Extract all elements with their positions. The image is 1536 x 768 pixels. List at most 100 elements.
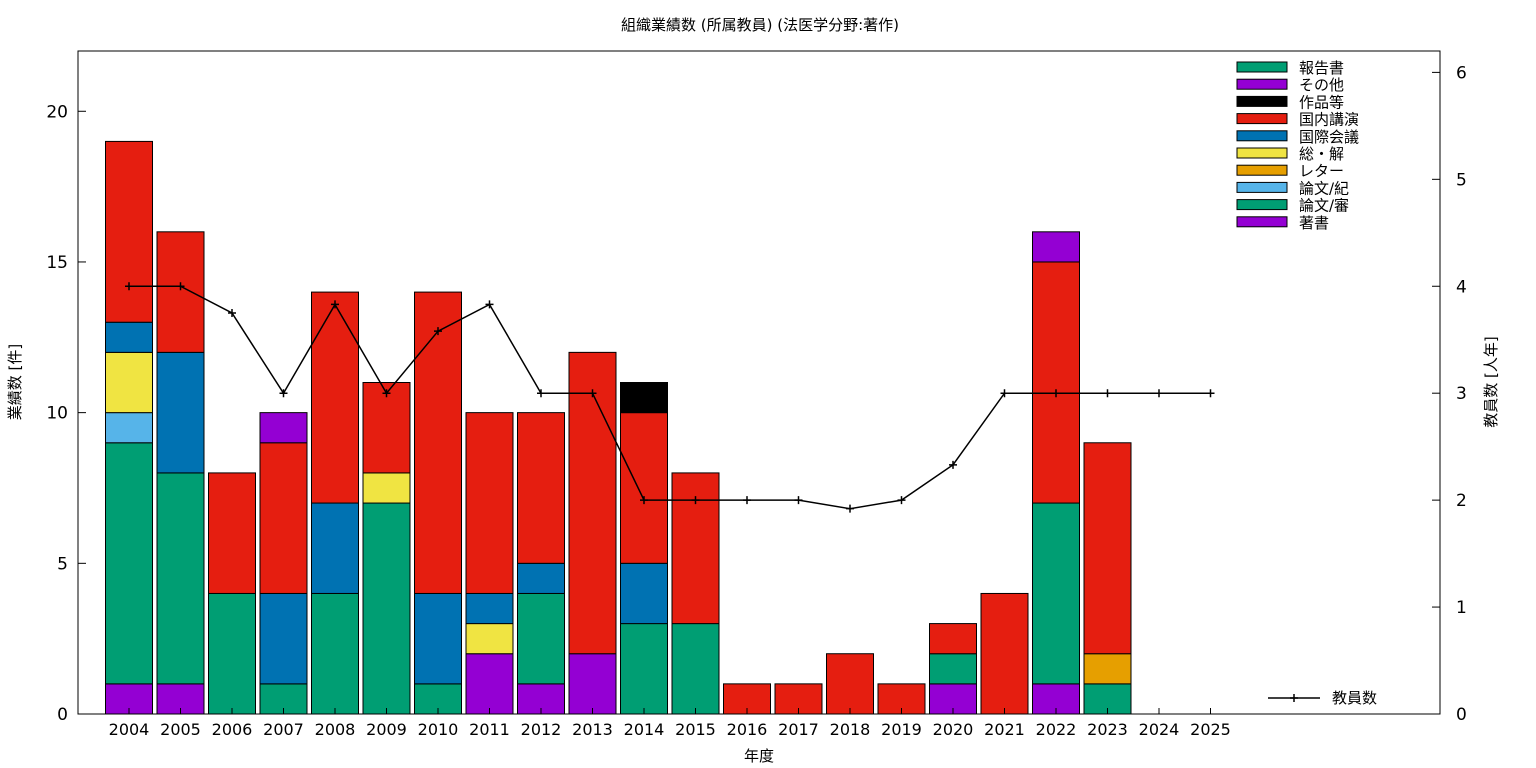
x-tick-label: 2012 (521, 720, 562, 739)
x-tick-label: 2015 (675, 720, 716, 739)
line-legend: 教員数 (1268, 689, 1377, 707)
bar-segment (465, 592, 514, 625)
bar-segment (208, 472, 256, 594)
bar-segment (208, 592, 256, 715)
bar-segment (1083, 653, 1132, 685)
line-point-marker (691, 496, 700, 505)
x-tick-label: 2024 (1139, 720, 1180, 739)
legend-swatch (1236, 95, 1288, 107)
bar-segment (259, 592, 308, 685)
axes-layer: 0 5 10 15 20 0 1 2 3 4 5 6 2004 2005 2006 2007 2008 2009 2… (46, 63, 1466, 739)
y2-tick-label: 6 (1456, 63, 1467, 83)
line-point-marker (125, 282, 133, 291)
legend-label: 国内講演 (1299, 111, 1359, 129)
y2-tick-label: 5 (1456, 170, 1467, 190)
line-point-marker (382, 389, 391, 398)
y2-tick-label: 1 (1456, 598, 1467, 618)
bar-segment (362, 472, 411, 504)
bar-segment (414, 291, 462, 594)
x-axis-label: 年度 (744, 747, 774, 765)
line-point-marker (485, 300, 494, 309)
y-tick-label: 0 (57, 705, 68, 725)
plot-frame (77, 50, 1441, 715)
x-tick-label: 2025 (1190, 720, 1231, 739)
x-tick-label: 2009 (366, 720, 407, 739)
bar-segment (259, 442, 308, 594)
line-point-marker (228, 308, 236, 317)
bar-segment (517, 412, 565, 564)
y-tick-label: 20 (46, 102, 68, 122)
legend-label: 国際会議 (1299, 128, 1359, 146)
bar-segment (1032, 231, 1080, 263)
line-point-marker (1206, 389, 1215, 398)
bar-segment (671, 472, 720, 625)
bar-segment (156, 472, 205, 685)
line-point-marker (588, 389, 597, 398)
bar-segment (1032, 502, 1080, 685)
bar-segment (517, 592, 565, 685)
legend-swatch (1236, 199, 1288, 211)
bar-segment (311, 592, 359, 715)
bar-segment (311, 502, 359, 594)
bar-segment (105, 351, 153, 414)
x-tick-label: 2018 (830, 720, 871, 739)
bar-segment (568, 653, 617, 715)
y-tick-label: 5 (57, 554, 68, 574)
bar-segment (929, 623, 977, 655)
legend-swatch (1236, 147, 1288, 159)
bar-segment (620, 562, 668, 625)
x-tick-label: 2011 (469, 720, 510, 739)
line-point-marker (279, 389, 288, 398)
x-tick-label: 2023 (1087, 720, 1128, 739)
legend-swatch (1236, 164, 1288, 176)
bar-segment (465, 412, 514, 594)
line-point-marker (794, 496, 803, 505)
x-tick-label: 2007 (263, 720, 304, 739)
legend-swatch (1236, 181, 1288, 193)
bar-segment (105, 412, 153, 444)
line-point-marker (1103, 389, 1112, 398)
x-tick-label: 2022 (1036, 720, 1077, 739)
legend-line-marker (1290, 694, 1298, 702)
x-tick-label: 2008 (315, 720, 356, 739)
bar-segment (465, 623, 514, 655)
legend-swatch (1236, 61, 1288, 73)
line-point-marker (640, 496, 648, 505)
x-tick-label: 2006 (212, 720, 253, 739)
line-point-marker (743, 496, 751, 505)
bar-segment (156, 231, 205, 353)
bar-segment (929, 653, 977, 685)
bar-segment (620, 412, 668, 564)
x-tick-label: 2013 (572, 720, 613, 739)
line-point-marker (434, 327, 442, 336)
bar-segment (311, 291, 359, 504)
x-tick-label: 2010 (418, 720, 459, 739)
x-tick-label: 2014 (624, 720, 665, 739)
x-tick-label: 2004 (109, 720, 150, 739)
line-point-marker (1052, 389, 1060, 398)
y-tick-label: 10 (46, 404, 68, 424)
x-tick-label: 2021 (984, 720, 1025, 739)
bar-segment (259, 412, 308, 444)
bar-layer (105, 140, 1132, 715)
line-layer (125, 282, 1215, 513)
bar-segment (517, 562, 565, 594)
legend-swatch (1236, 78, 1288, 90)
bar-segment (465, 653, 514, 715)
y2-tick-label: 2 (1456, 491, 1467, 511)
legend-label: 作品等 (1299, 93, 1344, 111)
bar-segment (156, 351, 205, 474)
legend-line-label: 教員数 (1332, 689, 1377, 707)
x-tick-label: 2019 (881, 720, 922, 739)
legend-label: 論文/紀 (1299, 179, 1349, 197)
bar-segment (362, 382, 411, 474)
bar-segment (105, 442, 153, 685)
y-tick-label: 15 (46, 253, 68, 273)
line-point-marker (1155, 389, 1163, 398)
bar-segment (362, 502, 411, 715)
legend-label: レター (1299, 162, 1344, 180)
bar-segment (105, 321, 153, 353)
bar-segment (826, 653, 874, 715)
bar-segment (1083, 442, 1132, 655)
